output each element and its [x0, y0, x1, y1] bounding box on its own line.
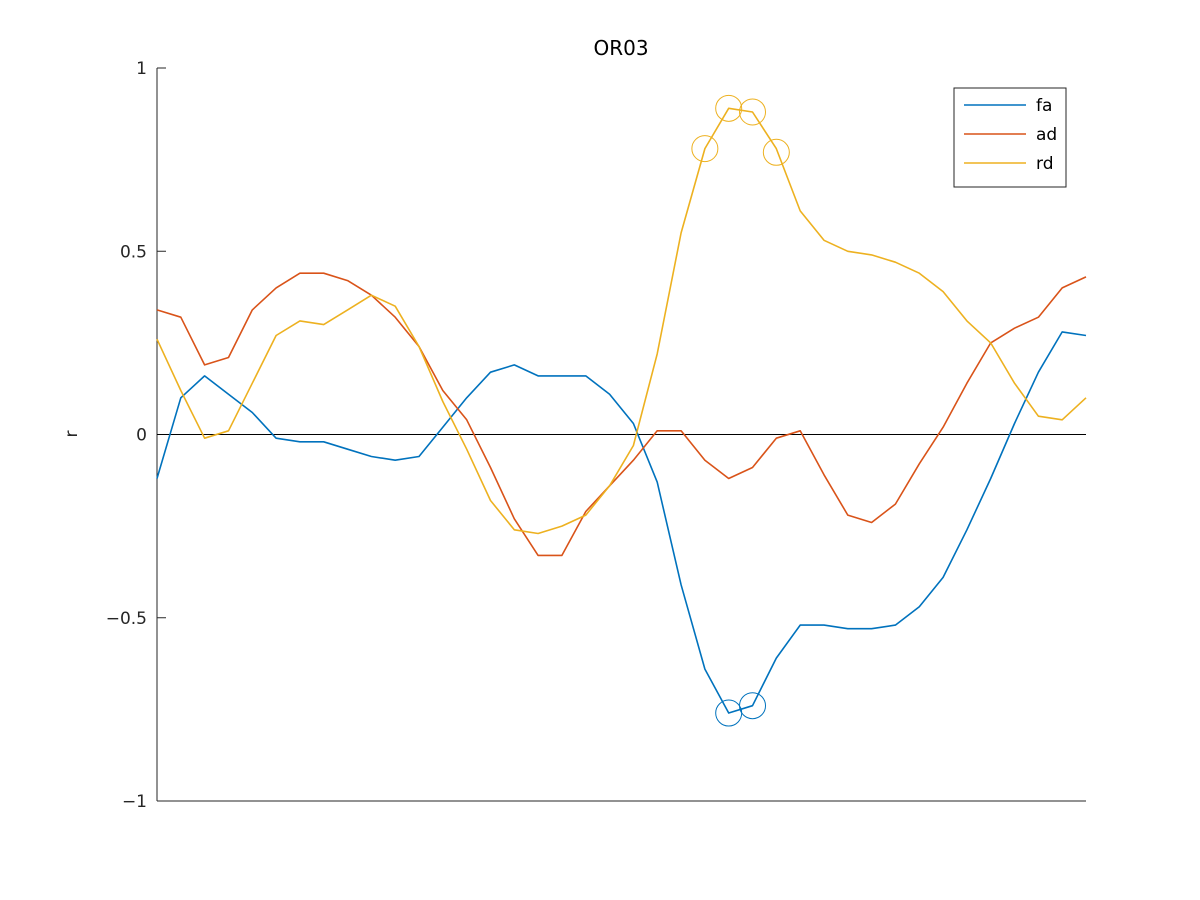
series-line-ad	[156, 272, 1087, 557]
y-tick-label: 0	[136, 426, 147, 446]
series-line-rd	[156, 107, 1087, 535]
y-axis-label: r	[62, 431, 82, 438]
chart-title: OR03	[593, 36, 648, 60]
legend-label-ad: ad	[1036, 125, 1057, 145]
series-line-fa	[156, 331, 1087, 714]
significance-marker-fa	[739, 692, 767, 720]
significance-marker-rd	[762, 138, 790, 166]
y-tick-label: −1	[122, 792, 147, 812]
significance-marker-rd	[691, 135, 719, 163]
plot-area: −1 −0.5 0 0.5 1	[106, 59, 1087, 812]
legend[interactable]: fa ad rd	[953, 87, 1067, 188]
y-tick-label: −0.5	[106, 609, 147, 629]
significance-marker-rd	[715, 94, 743, 122]
legend-label-fa: fa	[1036, 96, 1052, 116]
significance-marker-rd	[739, 98, 767, 126]
y-tick-label: 0.5	[120, 242, 147, 262]
y-tick-label: 1	[136, 59, 147, 79]
legend-label-rd: rd	[1036, 154, 1053, 174]
